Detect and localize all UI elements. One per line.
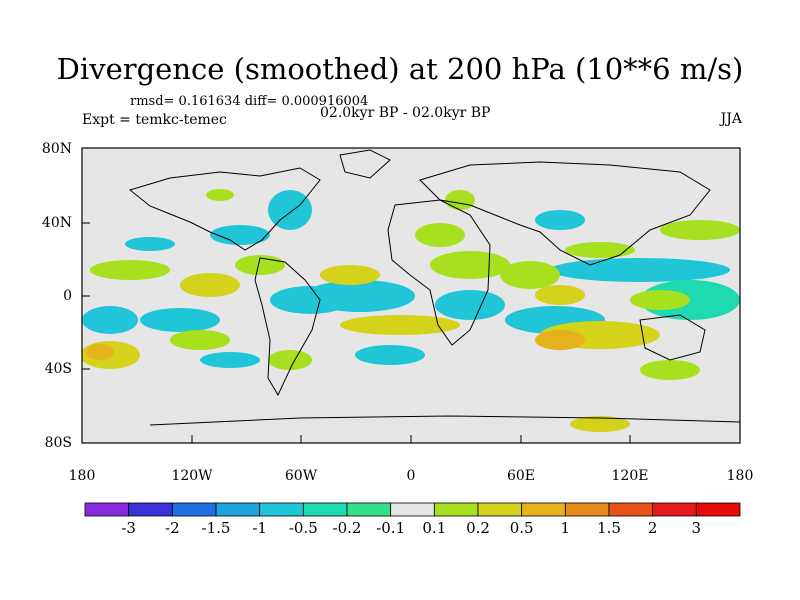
colorbar-label: -0.2: [332, 519, 362, 537]
colorbar-swatch: [564, 502, 610, 517]
colorbar-swatch: [608, 502, 654, 517]
lon-label-180e: 180: [726, 468, 754, 484]
colorbar-label: -3: [121, 519, 136, 537]
colorbar-swatch: [128, 502, 173, 517]
lon-label-120w: 120W: [171, 468, 213, 484]
colorbar-swatch: [652, 502, 697, 517]
colorbar-label: 0.2: [466, 519, 490, 537]
lat-label-80n: 80N: [41, 141, 72, 157]
colorbar-label: 1.5: [597, 519, 621, 537]
colorbar-label: 3: [691, 519, 702, 537]
lon-label-0: 0: [406, 468, 416, 484]
colorbar-swatch: [477, 502, 523, 517]
axis-ticks: [81, 147, 741, 444]
map-title: Divergence (smoothed) at 200 hPa (10**6 …: [56, 52, 744, 86]
colorbar-label: -1: [252, 519, 267, 537]
lon-label-60w: 60W: [284, 468, 318, 484]
colorbar-swatch: [346, 502, 392, 517]
divergence-field: [82, 189, 740, 432]
lon-label-180w: 180: [68, 468, 96, 484]
lat-label-40n: 40N: [41, 215, 72, 231]
colorbar-swatch: [433, 502, 479, 517]
colorbar-label: 2: [647, 519, 658, 537]
colorbar-label: 1: [560, 519, 571, 537]
period-label: 02.0kyr BP - 02.0kyr BP: [320, 105, 491, 121]
colorbar: [84, 502, 741, 517]
colorbar-label: -0.1: [376, 519, 406, 537]
colorbar-swatch: [171, 502, 217, 517]
lon-label-120e: 120E: [611, 468, 649, 484]
colorbar-swatch: [390, 502, 435, 517]
colorbar-label: 0.5: [509, 519, 534, 537]
colorbar-swatch: [259, 502, 304, 517]
colorbar-swatch: [302, 502, 348, 517]
lat-label-80s: 80S: [44, 435, 72, 451]
colorbar-label: -0.5: [288, 519, 318, 537]
colorbar-swatch: [521, 502, 566, 517]
lat-label-eq: 0: [63, 288, 72, 304]
lat-label-40s: 40S: [44, 361, 72, 377]
colorbar-label: -2: [165, 519, 180, 537]
colorbar-swatch: [215, 502, 261, 517]
colorbar-label: -1.5: [201, 519, 231, 537]
colorbar-label: 0.1: [422, 519, 447, 537]
colorbar-swatch: [695, 502, 741, 517]
season-label: JJA: [720, 111, 742, 127]
coastlines: [128, 149, 740, 426]
experiment-label: Expt = temkc-temec: [82, 112, 227, 128]
stats-text: rmsd= 0.161634 diff= 0.000916004: [130, 94, 369, 109]
colorbar-swatch: [84, 502, 130, 517]
lon-label-60e: 60E: [506, 468, 536, 484]
